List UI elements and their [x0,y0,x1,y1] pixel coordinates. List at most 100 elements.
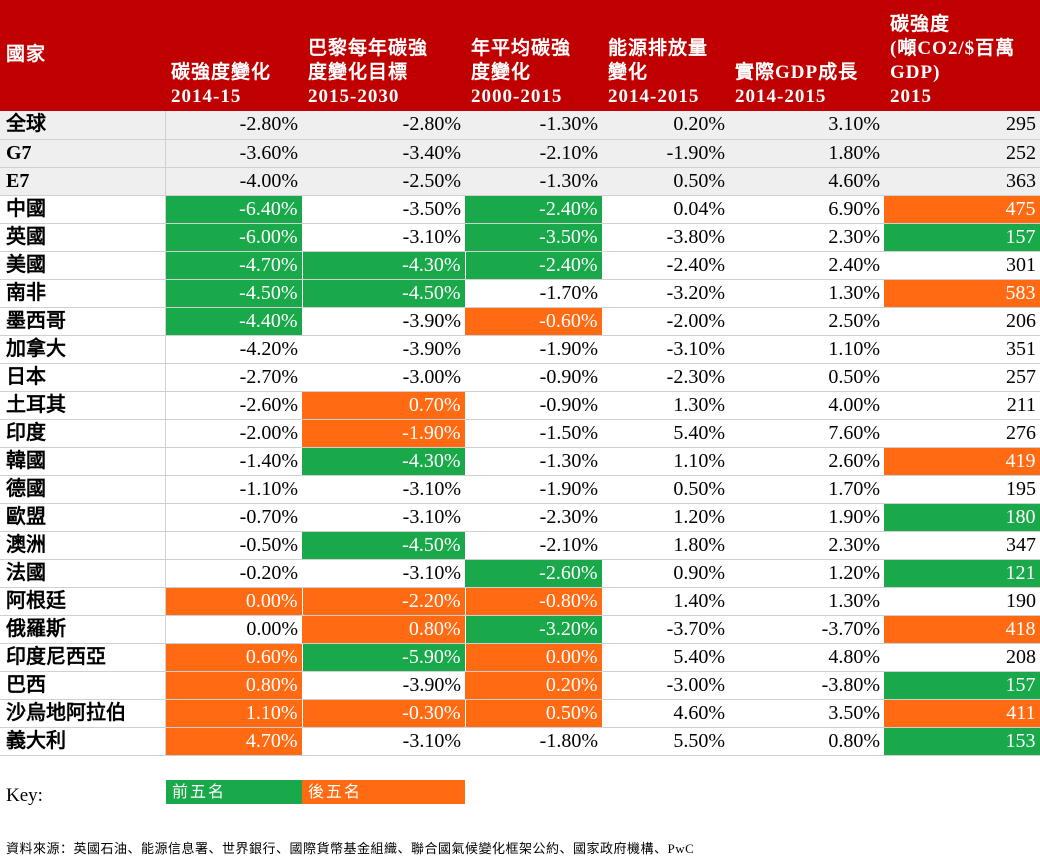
table-cell: -4.30% [302,447,466,476]
table-row: 韓國 -1.40% -4.30% -1.30% 1.10% 2.60% 419 [0,447,1040,476]
table-cell: -0.20% [165,559,302,588]
table-row: 土耳其 -2.60% 0.70% -0.90% 1.30% 4.00% 211 [0,391,1040,420]
table-cell: -1.90% [602,139,729,168]
country-name: 英國 [0,223,166,252]
table-cell: -3.10% [602,335,729,364]
table-row: 歐盟 -0.70% -3.10% -2.30% 1.20% 1.90% 180 [0,503,1040,532]
table-cell: 0.20% [465,671,603,700]
table-cell: 153 [884,727,1040,756]
table-cell: -1.70% [465,279,602,308]
table-cell: -4.50% [302,531,466,560]
header-col-1: 碳強度變化 2014-15 [171,62,272,107]
table-cell: -3.10% [302,727,465,756]
table-cell: -4.40% [165,307,303,336]
table-cell: 7.60% [729,419,884,448]
table-cell: -1.80% [465,727,602,756]
key-top-five-swatch: 前五名 [166,780,302,804]
country-name: 印度 [0,419,166,448]
header-col-4: 能源排放量 變化 2014-2015 [608,38,709,107]
table-row: 俄羅斯 0.00% 0.80% -3.20% -3.70% -3.70% 418 [0,615,1040,644]
table-cell: 4.60% [602,699,729,728]
table-cell: -3.10% [302,223,465,252]
table-cell: 195 [884,475,1040,504]
table-row: 英國 -6.00% -3.10% -3.50% -3.80% 2.30% 157 [0,223,1040,252]
table-cell: 157 [884,671,1040,700]
country-name: 日本 [0,363,166,392]
table-row: 全球 -2.80% -2.80% -1.30% 0.20% 3.10% 295 [0,111,1040,140]
country-name: 阿根廷 [0,587,166,616]
table-cell: -3.80% [729,671,884,700]
table-cell: 1.80% [602,531,729,560]
table-cell: 0.80% [165,671,303,700]
table-cell: -3.20% [465,615,603,644]
table-row: 美國 -4.70% -4.30% -2.40% -2.40% 2.40% 301 [0,251,1040,280]
table-cell: -1.50% [465,419,602,448]
country-name: 法國 [0,559,166,588]
table-cell: -1.90% [302,419,466,448]
table-cell: -2.00% [602,307,729,336]
table-cell: -2.10% [465,139,602,168]
table-cell: -2.60% [465,559,603,588]
table-cell: 295 [884,111,1040,140]
country-name: 土耳其 [0,391,166,420]
table-cell: 0.04% [602,195,729,224]
table-cell: 3.10% [729,111,884,140]
country-name: 歐盟 [0,503,166,532]
table-cell: -3.70% [729,615,884,644]
table-row: 日本 -2.70% -3.00% -0.90% -2.30% 0.50% 257 [0,363,1040,392]
source-note: 資料來源：英國石油、能源信息署、世界銀行、國際貨幣基金組織、聯合國氣候變化框架公… [6,841,695,856]
table-cell: 0.50% [465,699,603,728]
table-cell: -1.30% [465,167,602,196]
table-cell: 1.10% [165,699,303,728]
table-cell: -4.00% [165,167,302,196]
table-cell: 411 [884,699,1040,728]
table-cell: -2.70% [165,363,302,392]
country-name: 印度尼西亞 [0,643,166,672]
table-row: 阿根廷 0.00% -2.20% -0.80% 1.40% 1.30% 190 [0,587,1040,616]
table-cell: 5.40% [602,643,729,672]
table-cell: -3.20% [602,279,729,308]
table-cell: 0.70% [302,391,466,420]
table-cell: 363 [884,167,1040,196]
table-row: 德國 -1.10% -3.10% -1.90% 0.50% 1.70% 195 [0,475,1040,504]
country-name: 全球 [0,111,166,140]
table-cell: 347 [884,531,1040,560]
table-cell: 3.50% [729,699,884,728]
table-cell: -4.50% [165,279,303,308]
table-cell: 0.80% [302,615,466,644]
header-row: 國家 碳強度變化 2014-15 巴黎每年碳強 度變化目標 2015-2030 年平均… [0,0,1040,111]
table-row: E7 -4.00% -2.50% -1.30% 0.50% 4.60% 363 [0,167,1040,196]
table-body: 全球 -2.80% -2.80% -1.30% 0.20% 3.10% 295 G7 -3.60… [0,111,1040,756]
table-cell: -1.10% [165,475,302,504]
table-cell: -3.00% [302,363,465,392]
table-cell: 2.50% [729,307,884,336]
table-cell: -2.60% [165,391,302,420]
table-cell: -4.20% [165,335,302,364]
table-cell: 190 [884,587,1040,616]
country-name: G7 [0,139,166,168]
table-cell: 0.50% [729,363,884,392]
table-cell: 1.20% [602,503,729,532]
country-name: 沙烏地阿拉伯 [0,699,166,728]
table-cell: -0.90% [465,363,602,392]
table-cell: -2.40% [602,251,729,280]
table-cell: 257 [884,363,1040,392]
table-cell: 0.20% [602,111,729,140]
table-cell: 4.80% [729,643,884,672]
table-row: 沙烏地阿拉伯 1.10% -0.30% 0.50% 4.60% 3.50% 411 [0,699,1040,728]
table-cell: 1.30% [729,279,884,308]
table-cell: -2.40% [465,195,603,224]
table-cell: -1.40% [165,447,302,476]
country-name: 中國 [0,195,166,224]
table-cell: -3.10% [302,503,465,532]
table-cell: -0.30% [302,699,466,728]
table-cell: 351 [884,335,1040,364]
country-name: 墨西哥 [0,307,166,336]
table-row: G7 -3.60% -3.40% -2.10% -1.90% 1.80% 252 [0,139,1040,168]
table-cell: -1.90% [465,335,602,364]
table-cell: 4.60% [729,167,884,196]
table-cell: -2.50% [302,167,465,196]
table-cell: 1.30% [729,587,884,616]
key-label: Key: [6,785,43,806]
table-cell: 2.30% [729,223,884,252]
